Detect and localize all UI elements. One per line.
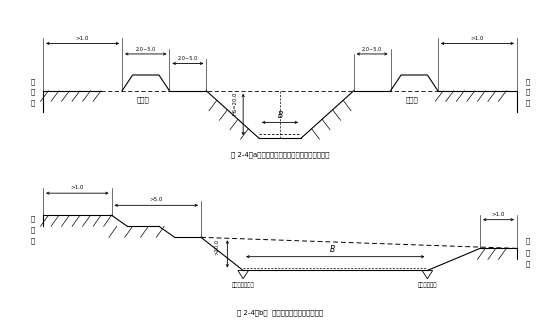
Text: >1.0: >1.0 [71, 185, 84, 190]
Text: 界: 界 [30, 99, 35, 106]
Text: 用: 用 [30, 78, 35, 85]
Text: HS=20.0: HS=20.0 [233, 92, 238, 115]
Text: 2.0~5.0: 2.0~5.0 [178, 56, 198, 61]
Text: B: B [330, 245, 335, 254]
Text: 图 2-4（b）  无弃土堆路堑标准设计断面: 图 2-4（b） 无弃土堆路堑标准设计断面 [237, 310, 323, 316]
Text: 用: 用 [30, 216, 35, 222]
Text: 2.0~5.0: 2.0~5.0 [136, 47, 156, 52]
Text: 地: 地 [525, 249, 530, 256]
Text: >1.0: >1.0 [471, 36, 484, 41]
Text: B: B [277, 111, 283, 120]
Text: 界: 界 [30, 238, 35, 244]
Text: 地: 地 [30, 227, 35, 234]
Text: 2.0~5.0: 2.0~5.0 [362, 47, 382, 52]
Text: 用: 用 [525, 238, 530, 244]
Text: 用: 用 [525, 78, 530, 85]
Text: >5.0: >5.0 [150, 197, 163, 202]
Text: 纵断面路肩标高: 纵断面路肩标高 [232, 283, 255, 288]
Text: >20.0: >20.0 [214, 239, 220, 255]
Text: 界: 界 [525, 260, 530, 266]
Text: 路肩设计标高: 路肩设计标高 [418, 283, 437, 288]
Text: >1.0: >1.0 [76, 36, 89, 41]
Text: 弃土堆: 弃土堆 [405, 96, 418, 103]
Text: 地: 地 [525, 89, 530, 95]
Text: 图 2-4（a）粘性土有弃土堆路堑标准设计断面图: 图 2-4（a）粘性土有弃土堆路堑标准设计断面图 [231, 152, 329, 158]
Text: 地: 地 [30, 89, 35, 95]
Text: 界: 界 [525, 99, 530, 106]
Text: >1.0: >1.0 [492, 212, 505, 217]
Text: 弃土堆: 弃土堆 [137, 96, 150, 103]
